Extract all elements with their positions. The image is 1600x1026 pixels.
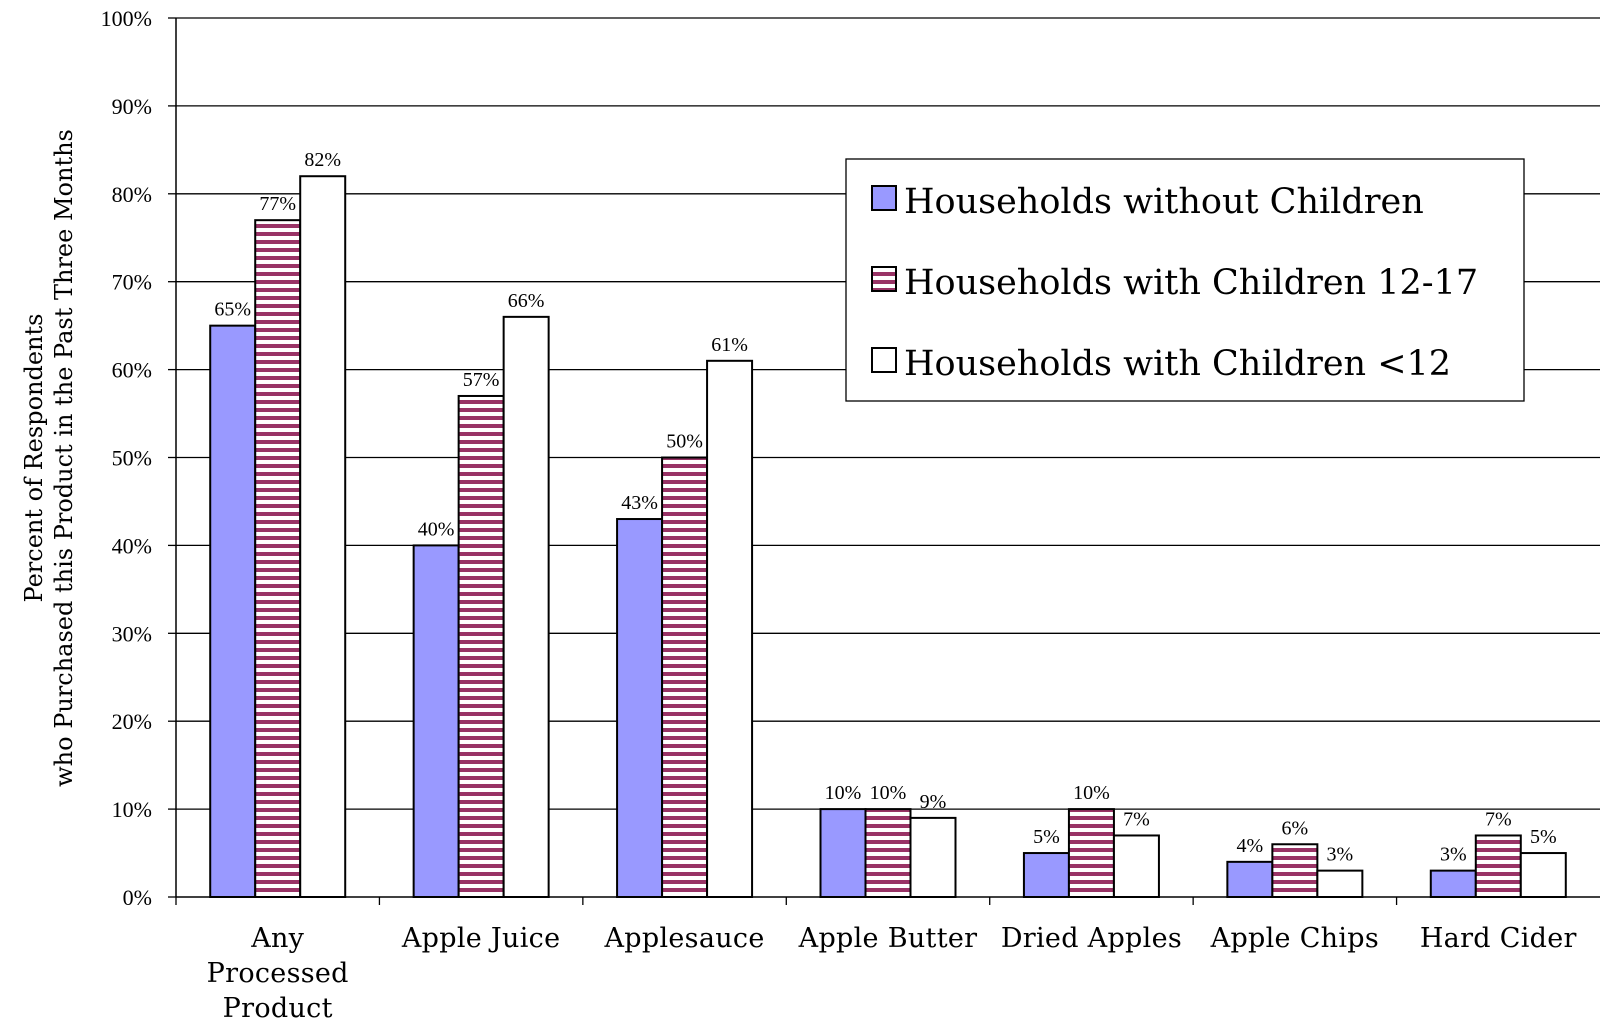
- y-tick-label: 40%: [112, 533, 152, 558]
- bar: [457, 394, 505, 898]
- bar-value-label: 10%: [1073, 782, 1110, 804]
- bar: [706, 359, 754, 898]
- axes: 0% 10% 20% 30% 40% 50% 60% 70% 80% 90% 100% Percent…: [20, 6, 1600, 1024]
- bar-value-label: 3%: [1327, 844, 1354, 866]
- category-label: Apple Chips: [1210, 923, 1379, 954]
- bar-value-label: 9%: [920, 791, 947, 813]
- bar: [1112, 834, 1160, 898]
- bar-value-label: 57%: [463, 369, 500, 391]
- bar-value-label: 61%: [711, 334, 748, 356]
- bar-value-label: 4%: [1237, 835, 1264, 857]
- bar-value-label: 65%: [214, 299, 251, 321]
- bar: [661, 456, 709, 898]
- y-tick-label: 0%: [123, 885, 152, 910]
- legend-swatch: [871, 347, 897, 373]
- bar: [819, 808, 867, 898]
- bar: [254, 219, 302, 899]
- y-tick-label: 20%: [112, 709, 152, 734]
- bar: [502, 315, 550, 898]
- bar: [1519, 852, 1567, 898]
- bar: [1316, 869, 1364, 899]
- category-label: Apple Juice: [401, 923, 561, 954]
- bar-value-label: 10%: [870, 782, 907, 804]
- bar-value-label: 66%: [508, 290, 545, 312]
- category-label: Dried Apples: [1001, 923, 1182, 954]
- bar-value-label: 82%: [304, 149, 341, 171]
- category-label: Hard Cider: [1420, 923, 1577, 954]
- bar: [616, 518, 664, 899]
- legend-box: [845, 158, 1525, 402]
- bar-value-label: 5%: [1033, 826, 1060, 848]
- bar: [299, 175, 347, 899]
- category-label: Any Processed Product: [207, 923, 349, 1024]
- y-tick-label: 100%: [101, 6, 152, 31]
- bar: [1067, 808, 1115, 898]
- bar-value-label: 7%: [1485, 808, 1512, 830]
- y-tick-label: 50%: [112, 446, 152, 471]
- bar-value-label: 10%: [825, 782, 862, 804]
- y-tick-label: 80%: [112, 182, 152, 207]
- bar-value-label: 7%: [1123, 808, 1150, 830]
- y-tick-label: 30%: [112, 621, 152, 646]
- y-tick-label: 90%: [112, 94, 152, 119]
- y-tick-label: 10%: [112, 797, 152, 822]
- category-label: Apple Butter: [798, 923, 978, 954]
- legend: Households without Children Households wi…: [845, 158, 1525, 402]
- bar-value-label: 6%: [1282, 817, 1309, 839]
- gridlines: [176, 17, 1600, 810]
- bar: [1474, 834, 1522, 898]
- legend-swatch: [871, 266, 897, 292]
- legend-label: Households with Children 12-17: [904, 263, 1478, 303]
- y-tick-label: 70%: [112, 270, 152, 295]
- bar: [1271, 843, 1319, 899]
- bar-value-label: 77%: [259, 193, 296, 215]
- bar-value-label: 50%: [666, 431, 703, 453]
- bar: [209, 324, 257, 898]
- bar-value-label: 3%: [1440, 844, 1467, 866]
- bar: [909, 816, 957, 899]
- bar: [1022, 852, 1070, 898]
- bar: [1226, 860, 1274, 899]
- category-label: Applesauce: [604, 923, 765, 954]
- bar-value-label: 5%: [1530, 826, 1557, 848]
- y-axis-title: Percent of Respondentswho Purchased this…: [20, 129, 78, 787]
- legend-label: Households with Children <12: [904, 344, 1451, 384]
- bars: [209, 175, 1567, 899]
- data-labels: 65% 77% 82% 40% 57% 66% 43% 50% 61% 10% 10% 9% 5% 10%…: [214, 149, 1556, 865]
- bar: [1429, 869, 1477, 899]
- bar-value-label: 43%: [621, 492, 658, 514]
- bar: [864, 808, 912, 898]
- y-tick-label: 60%: [112, 358, 152, 383]
- legend-swatch: [871, 185, 897, 211]
- bar-value-label: 40%: [418, 518, 455, 540]
- bar: [412, 544, 460, 899]
- legend-label: Households without Children: [904, 182, 1424, 222]
